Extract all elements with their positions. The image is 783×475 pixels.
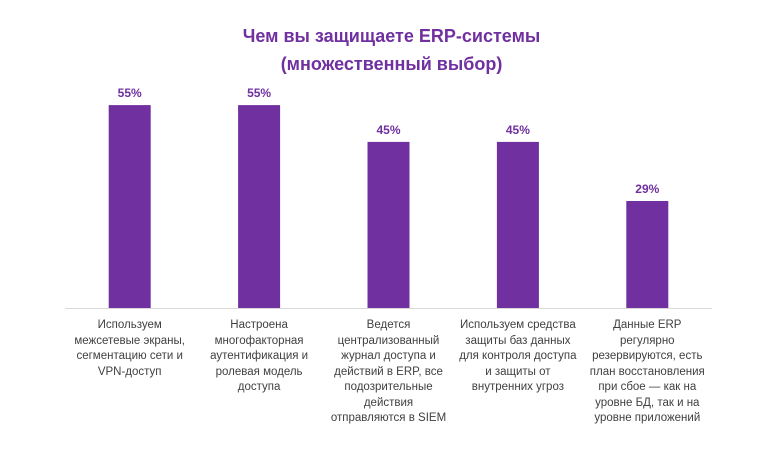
category-label: Используем межсетевые экраны, сегментаци… xyxy=(74,319,185,378)
data-label: 29% xyxy=(635,182,659,196)
chart-title-line-2: (множественный выбор) xyxy=(280,54,503,74)
chart-title-line-1: Чем вы защищаете ERP-системы xyxy=(242,26,541,46)
bar xyxy=(367,141,410,308)
category-label: Данные ERP регулярно резервируются, есть… xyxy=(589,319,705,424)
category-label: Ведется централизованный журнал доступа … xyxy=(330,319,447,424)
bar xyxy=(238,105,281,308)
data-label: 55% xyxy=(247,86,271,100)
data-label: 45% xyxy=(376,123,400,137)
chart-title: Чем вы защищаете ERP-системы (множествен… xyxy=(0,22,783,78)
category-label: Используем средства защиты баз данных дл… xyxy=(459,319,577,393)
bar xyxy=(626,201,669,308)
category-label: Настроена многофакторная аутентификация … xyxy=(210,319,309,393)
data-label: 55% xyxy=(118,86,142,100)
bar xyxy=(108,105,151,308)
data-label: 45% xyxy=(506,123,530,137)
bar xyxy=(496,141,539,308)
